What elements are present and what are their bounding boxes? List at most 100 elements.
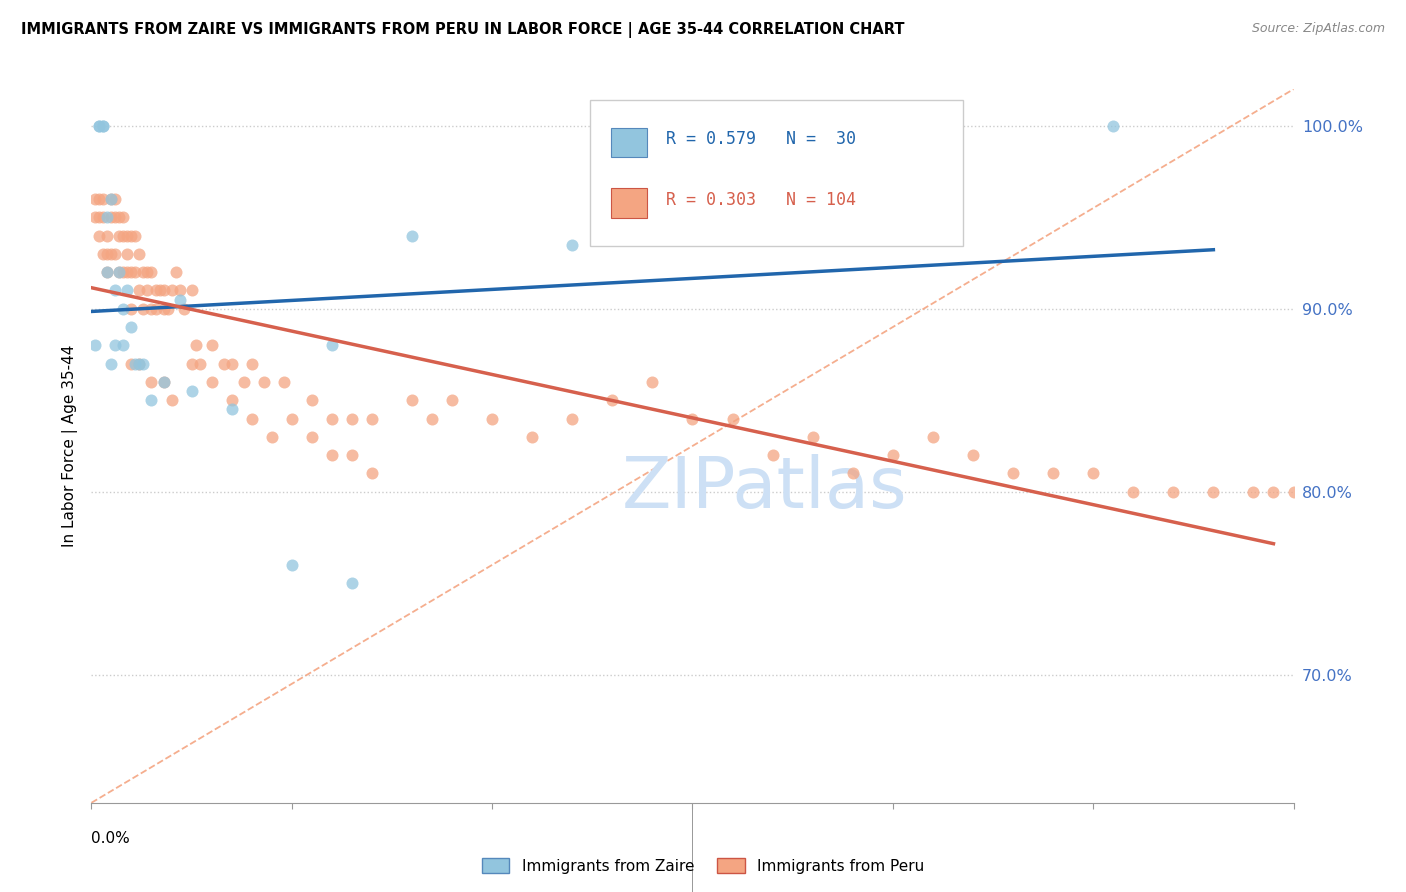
Point [301, 430, 323, 444]
Point [152, 284, 174, 298]
Point [124, 357, 146, 371]
Point [108, 265, 131, 279]
Point [108, 211, 131, 225]
Point [882, 448, 904, 462]
Point [681, 411, 703, 425]
Point [104, 192, 127, 206]
Point [180, 357, 202, 371]
Point [112, 338, 135, 352]
Point [212, 357, 235, 371]
Point [100, 247, 122, 261]
Text: ZIPatlas: ZIPatlas [621, 454, 907, 524]
Point [136, 265, 159, 279]
Point [89, 119, 111, 133]
Point [84, 211, 107, 225]
Point [93, 247, 115, 261]
Point [121, 357, 143, 371]
Point [96, 265, 118, 279]
Point [128, 357, 150, 371]
Point [84, 338, 107, 352]
Point [104, 338, 127, 352]
Point [121, 265, 143, 279]
Point [160, 393, 183, 408]
Point [141, 375, 163, 389]
Point [401, 393, 423, 408]
Point [96, 228, 118, 243]
Text: R = 0.579   N =  30: R = 0.579 N = 30 [666, 130, 856, 148]
Point [108, 228, 131, 243]
Point [141, 265, 163, 279]
Point [360, 467, 382, 481]
Point [128, 284, 150, 298]
Point [841, 467, 863, 481]
Point [1202, 484, 1225, 499]
Point [420, 411, 443, 425]
Point [173, 301, 195, 316]
Point [440, 393, 463, 408]
Point [169, 284, 191, 298]
Point [281, 558, 304, 572]
Point [96, 265, 118, 279]
Point [1243, 484, 1265, 499]
Point [152, 301, 174, 316]
Bar [610, 188, 647, 218]
Point [112, 265, 135, 279]
Point [145, 301, 167, 316]
Point [108, 265, 131, 279]
Point [121, 228, 143, 243]
Point [112, 211, 135, 225]
Point [962, 448, 984, 462]
Legend: Immigrants from Zaire, Immigrants from Peru: Immigrants from Zaire, Immigrants from P… [475, 852, 931, 880]
Point [1083, 467, 1105, 481]
Point [184, 338, 207, 352]
Point [1102, 119, 1125, 133]
Point [360, 411, 382, 425]
Point [232, 375, 254, 389]
Point [401, 228, 423, 243]
Point [321, 338, 343, 352]
Point [340, 576, 363, 591]
Point [117, 284, 139, 298]
Point [180, 384, 202, 398]
Point [180, 284, 202, 298]
Point [1263, 484, 1285, 499]
Point [93, 211, 115, 225]
Point [561, 411, 583, 425]
Point [165, 265, 187, 279]
Point [801, 430, 824, 444]
Point [132, 301, 155, 316]
Point [253, 375, 276, 389]
Point [340, 411, 363, 425]
Point [112, 301, 135, 316]
Point [1042, 467, 1064, 481]
Point [156, 301, 179, 316]
Point [89, 228, 111, 243]
Point [1282, 484, 1305, 499]
Point [104, 284, 127, 298]
Point [121, 320, 143, 334]
Point [561, 237, 583, 252]
Point [124, 228, 146, 243]
Text: R = 0.303   N = 104: R = 0.303 N = 104 [666, 191, 856, 209]
Point [762, 448, 785, 462]
Point [160, 284, 183, 298]
Point [117, 228, 139, 243]
Point [152, 375, 174, 389]
Point [136, 284, 159, 298]
Point [721, 411, 744, 425]
Text: IMMIGRANTS FROM ZAIRE VS IMMIGRANTS FROM PERU IN LABOR FORCE | AGE 35-44 CORRELA: IMMIGRANTS FROM ZAIRE VS IMMIGRANTS FROM… [21, 22, 904, 38]
Text: Source: ZipAtlas.com: Source: ZipAtlas.com [1251, 22, 1385, 36]
Point [152, 375, 174, 389]
Point [100, 192, 122, 206]
Point [89, 192, 111, 206]
Point [128, 357, 150, 371]
Point [321, 411, 343, 425]
Point [145, 284, 167, 298]
Point [922, 430, 945, 444]
Point [148, 284, 170, 298]
Point [602, 393, 624, 408]
Point [100, 357, 122, 371]
Point [93, 119, 115, 133]
Point [240, 357, 263, 371]
Point [89, 211, 111, 225]
